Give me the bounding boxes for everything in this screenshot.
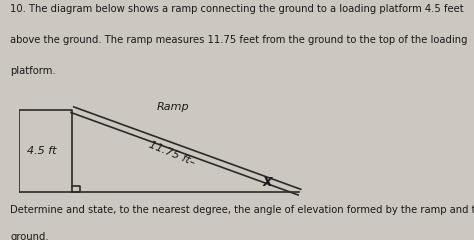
Text: 11.75 ft–: 11.75 ft–	[147, 139, 196, 167]
Text: 4.5 ft: 4.5 ft	[27, 146, 56, 156]
Text: above the ground. The ramp measures 11.75 feet from the ground to the top of the: above the ground. The ramp measures 11.7…	[10, 35, 468, 45]
Text: Determine and state, to the nearest degree, the angle of elevation formed by the: Determine and state, to the nearest degr…	[10, 205, 474, 215]
Text: 10. The diagram below shows a ramp connecting the ground to a loading platform 4: 10. The diagram below shows a ramp conne…	[10, 4, 464, 14]
Text: platform.: platform.	[10, 66, 56, 76]
Text: ground.: ground.	[10, 232, 49, 240]
Text: Ramp: Ramp	[157, 102, 190, 112]
Text: X: X	[263, 176, 272, 189]
